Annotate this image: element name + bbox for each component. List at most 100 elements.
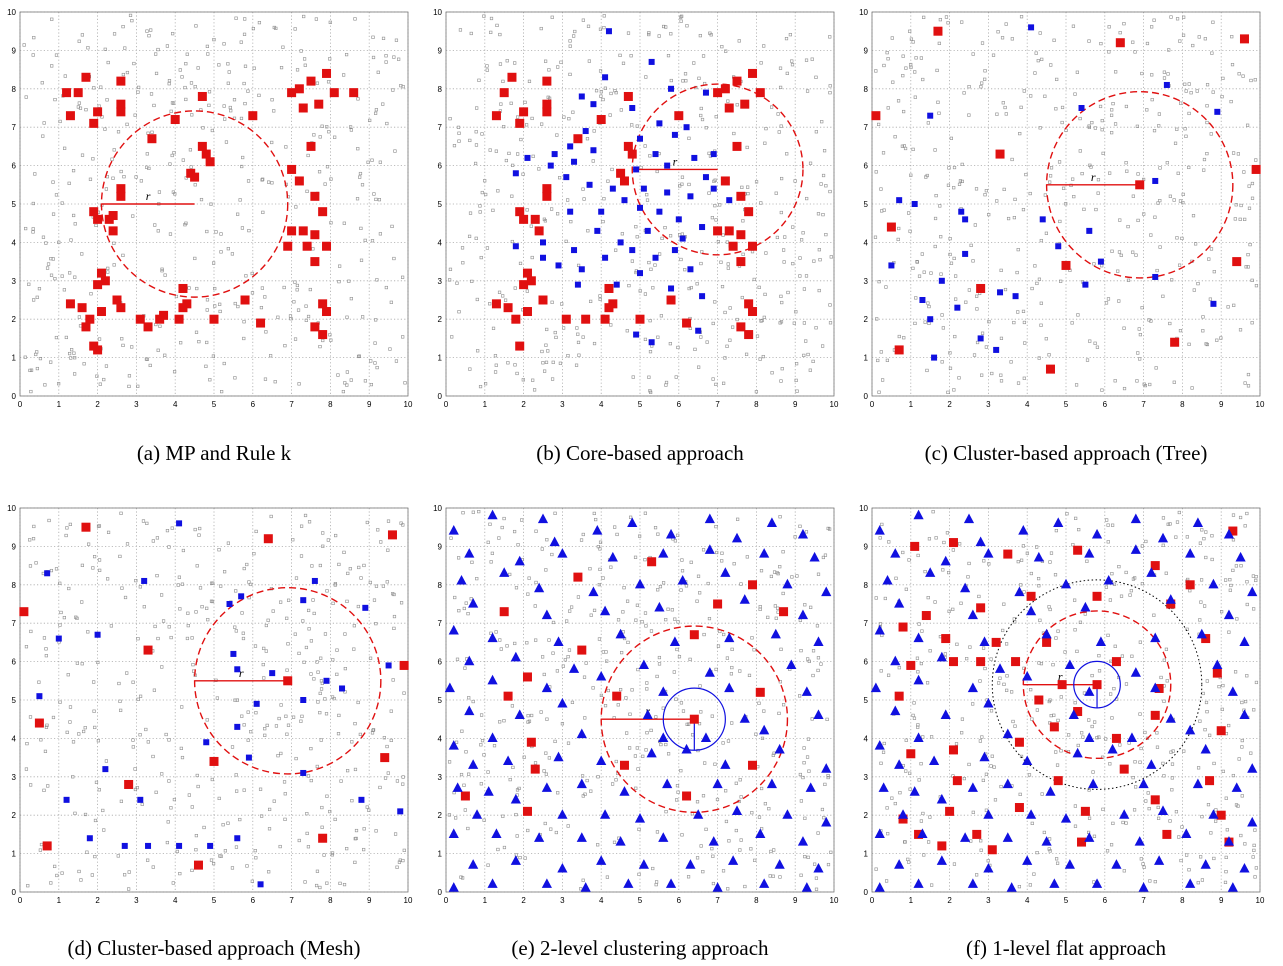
cluster-head-square (310, 230, 320, 240)
x-tick-label: 9 (1219, 896, 1224, 905)
sensor-node (589, 299, 593, 303)
sensor-node (131, 680, 135, 684)
cluster-head-square (744, 330, 754, 340)
sensor-node (60, 274, 64, 278)
cluster-head-square (1251, 164, 1261, 174)
sensor-node (486, 863, 490, 867)
cluster-head-square (124, 779, 134, 789)
sensor-node (697, 76, 701, 80)
sensor-node (901, 74, 905, 78)
sensor-node (586, 24, 591, 28)
sensor-node (762, 44, 766, 48)
sensor-node (464, 601, 468, 605)
sensor-node (819, 182, 823, 186)
sensor-node (556, 65, 560, 69)
sensor-node (294, 756, 298, 761)
sensor-node (738, 778, 742, 782)
cluster-head-square (116, 184, 126, 194)
sensor-node (564, 239, 568, 243)
member-triangle (681, 743, 692, 754)
sensor-node (954, 742, 959, 746)
sensor-node (316, 670, 320, 674)
y-tick-label: 10 (433, 504, 442, 513)
sensor-node (725, 344, 729, 348)
sensor-node (980, 41, 985, 45)
member-triangle (464, 705, 475, 716)
sensor-node (1234, 564, 1238, 568)
sensor-node (119, 511, 123, 515)
sensor-node (1175, 520, 1180, 524)
y-tick-label: 10 (7, 504, 16, 513)
x-tick-label: 4 (173, 400, 178, 409)
sensor-node (983, 666, 987, 671)
sensor-node (383, 776, 388, 780)
sensor-node (955, 642, 959, 646)
sensor-node (167, 79, 172, 83)
sensor-node (553, 330, 557, 335)
sensor-node (34, 352, 38, 357)
member-square (226, 601, 233, 607)
sensor-node (328, 809, 332, 814)
member-triangle (514, 555, 525, 566)
sensor-node (1234, 203, 1238, 207)
y-tick-label: 0 (864, 888, 869, 897)
member-triangle (1025, 809, 1037, 819)
sensor-node (885, 358, 890, 362)
sensor-node (309, 778, 313, 783)
sensor-node (1220, 95, 1224, 99)
member-triangle (638, 859, 649, 869)
member-triangle (731, 532, 743, 543)
sensor-node (273, 380, 277, 384)
sensor-node (1118, 743, 1122, 747)
sensor-node (922, 853, 926, 857)
member-square (300, 769, 307, 776)
sensor-node (806, 657, 810, 661)
sensor-node (190, 636, 194, 640)
sensor-node (289, 317, 293, 321)
sensor-node (73, 222, 77, 226)
sensor-node (695, 282, 699, 286)
sensor-node (106, 577, 110, 581)
sensor-node (172, 370, 177, 374)
cluster-head-square (1154, 683, 1164, 693)
sensor-node (156, 636, 160, 641)
sensor-node (119, 169, 123, 174)
cluster-head-square (1014, 803, 1024, 813)
sensor-node (1141, 862, 1145, 866)
sensor-node (631, 375, 635, 379)
sensor-node (763, 141, 767, 145)
sensor-node (1011, 719, 1015, 724)
sensor-node (1073, 92, 1077, 96)
sensor-node (1019, 583, 1023, 587)
sensor-node (1229, 99, 1233, 104)
cluster-head-square (1170, 337, 1180, 347)
member-triangle (534, 832, 545, 842)
sensor-node (648, 319, 652, 323)
sensor-node (1134, 253, 1138, 257)
sensor-node (468, 211, 473, 215)
sensor-node (734, 781, 738, 785)
sensor-node (926, 596, 930, 600)
cluster-head-square (713, 88, 723, 98)
member-triangle (720, 759, 731, 769)
sensor-node (1089, 165, 1093, 169)
member-square (648, 339, 655, 346)
sensor-node (721, 869, 726, 873)
sensor-node (943, 652, 947, 656)
member-triangle (720, 567, 731, 577)
member-triangle (890, 705, 901, 716)
sensor-node (643, 511, 647, 515)
sensor-node (1145, 108, 1149, 112)
member-triangle (1045, 786, 1056, 796)
sensor-node (752, 648, 756, 652)
sensor-node (1119, 253, 1123, 257)
sensor-node (971, 702, 975, 706)
sensor-node (40, 81, 44, 85)
member-square (919, 297, 926, 303)
sensor-node (104, 759, 108, 763)
cluster-head-square (322, 241, 332, 251)
sensor-node (592, 129, 596, 133)
cluster-head-square (81, 72, 91, 82)
member-triangle (634, 813, 646, 823)
sensor-node (533, 761, 538, 765)
